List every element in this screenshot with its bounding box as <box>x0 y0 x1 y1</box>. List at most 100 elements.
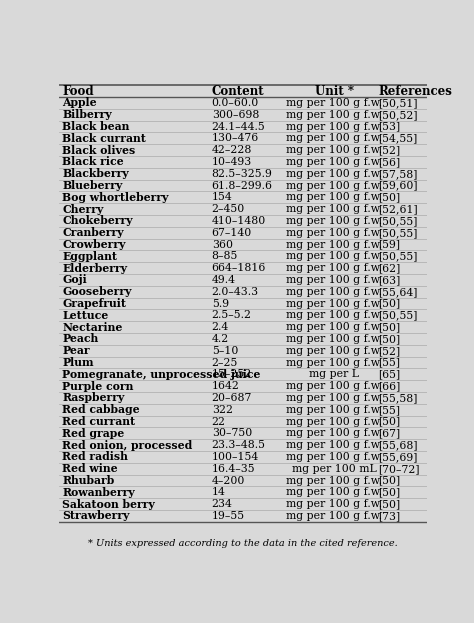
Text: [55,68]: [55,68] <box>378 440 418 450</box>
Text: Black olives: Black olives <box>62 145 136 156</box>
Text: 24.1–44.5: 24.1–44.5 <box>212 121 265 131</box>
Text: Food: Food <box>62 85 94 98</box>
Text: Chokeberry: Chokeberry <box>62 216 133 226</box>
Text: [62]: [62] <box>378 263 401 273</box>
Text: 322: 322 <box>212 405 233 415</box>
Text: 5.9: 5.9 <box>212 298 229 308</box>
Text: 1642: 1642 <box>212 381 239 391</box>
Text: 22: 22 <box>212 417 226 427</box>
Text: Blackberry: Blackberry <box>62 168 129 179</box>
Text: Red radish: Red radish <box>62 452 128 462</box>
Text: Plum: Plum <box>62 357 94 368</box>
Text: 19–55: 19–55 <box>212 511 245 521</box>
Text: [50]: [50] <box>378 475 400 485</box>
Text: [50]: [50] <box>378 298 400 308</box>
Text: mg per 100 g f.w.: mg per 100 g f.w. <box>286 452 382 462</box>
Text: Pear: Pear <box>62 345 90 356</box>
Text: Purple corn: Purple corn <box>62 381 134 392</box>
Text: Crowberry: Crowberry <box>62 239 126 250</box>
Text: 61.8–299.6: 61.8–299.6 <box>212 181 273 191</box>
Text: mg per 100 g f.w.: mg per 100 g f.w. <box>286 429 382 439</box>
Text: Red grape: Red grape <box>62 428 125 439</box>
Text: 0.0–60.0: 0.0–60.0 <box>212 98 259 108</box>
Text: [50]: [50] <box>378 499 400 509</box>
Text: Cherry: Cherry <box>62 204 103 215</box>
Text: 360: 360 <box>212 240 233 250</box>
Text: [50,55]: [50,55] <box>378 310 418 320</box>
Text: 49.4: 49.4 <box>212 275 236 285</box>
Text: 300–698: 300–698 <box>212 110 259 120</box>
Text: mg per 100 g f.w.: mg per 100 g f.w. <box>286 110 382 120</box>
Text: 2–25: 2–25 <box>212 358 238 368</box>
Text: Red currant: Red currant <box>62 416 135 427</box>
Text: [50,55]: [50,55] <box>378 216 418 226</box>
Text: mg per 100 g f.w.: mg per 100 g f.w. <box>286 240 382 250</box>
Text: mg per 100 g f.w.: mg per 100 g f.w. <box>286 98 382 108</box>
Text: 10–493: 10–493 <box>212 157 252 167</box>
Text: mg per 100 g f.w.: mg per 100 g f.w. <box>286 475 382 485</box>
Text: mg per 100 g f.w.: mg per 100 g f.w. <box>286 499 382 509</box>
Text: mg per 100 g f.w.: mg per 100 g f.w. <box>286 263 382 273</box>
Text: mg per 100 g f.w.: mg per 100 g f.w. <box>286 405 382 415</box>
Text: [50]: [50] <box>378 334 400 344</box>
Text: 42–228: 42–228 <box>212 145 252 155</box>
Text: Gooseberry: Gooseberry <box>62 286 132 297</box>
Text: 23.3–48.5: 23.3–48.5 <box>212 440 266 450</box>
Text: Bilberry: Bilberry <box>62 109 112 120</box>
Text: Strawberry: Strawberry <box>62 510 130 521</box>
Text: [59,60]: [59,60] <box>378 181 418 191</box>
Text: mg per 100 g f.w.: mg per 100 g f.w. <box>286 381 382 391</box>
Text: Lettuce: Lettuce <box>62 310 109 321</box>
Text: 410–1480: 410–1480 <box>212 216 266 226</box>
Text: [50,52]: [50,52] <box>378 110 418 120</box>
Text: mg per 100 g f.w.: mg per 100 g f.w. <box>286 228 382 238</box>
Text: mg per 100 g f.w.: mg per 100 g f.w. <box>286 204 382 214</box>
Text: [56]: [56] <box>378 157 400 167</box>
Text: Black currant: Black currant <box>62 133 146 144</box>
Text: mg per 100 g f.w.: mg per 100 g f.w. <box>286 181 382 191</box>
Text: [50,51]: [50,51] <box>378 98 418 108</box>
Text: [52]: [52] <box>378 145 400 155</box>
Text: 82.5–325.9: 82.5–325.9 <box>212 169 273 179</box>
Text: [55,69]: [55,69] <box>378 452 418 462</box>
Text: Rhubarb: Rhubarb <box>62 475 114 486</box>
Text: 16.4–35: 16.4–35 <box>212 464 255 473</box>
Text: Cranberry: Cranberry <box>62 227 124 238</box>
Text: Black bean: Black bean <box>62 121 129 132</box>
Text: [55]: [55] <box>378 358 400 368</box>
Text: mg per 100 g f.w.: mg per 100 g f.w. <box>286 346 382 356</box>
Text: mg per 100 g f.w.: mg per 100 g f.w. <box>286 121 382 131</box>
Text: mg per 100 g f.w.: mg per 100 g f.w. <box>286 169 382 179</box>
Text: Black rice: Black rice <box>62 156 124 168</box>
Text: Apple: Apple <box>62 97 97 108</box>
Text: [52,61]: [52,61] <box>378 204 418 214</box>
Text: mg per 100 g f.w.: mg per 100 g f.w. <box>286 298 382 308</box>
Text: mg per 100 g f.w.: mg per 100 g f.w. <box>286 487 382 497</box>
Text: Raspberry: Raspberry <box>62 392 125 404</box>
Text: 2.5–5.2: 2.5–5.2 <box>212 310 252 320</box>
Text: * Units expressed according to the data in the cited reference.: * Units expressed according to the data … <box>88 540 398 548</box>
Text: 234: 234 <box>212 499 233 509</box>
Text: [52]: [52] <box>378 346 400 356</box>
Text: [63]: [63] <box>378 275 401 285</box>
Text: 2.0–43.3: 2.0–43.3 <box>212 287 259 297</box>
Text: [50]: [50] <box>378 322 400 332</box>
Text: 67–140: 67–140 <box>212 228 252 238</box>
Text: [70–72]: [70–72] <box>378 464 419 473</box>
Text: Red wine: Red wine <box>62 464 118 474</box>
Text: 8–85: 8–85 <box>212 251 238 262</box>
Text: [55,64]: [55,64] <box>378 287 418 297</box>
Text: [65]: [65] <box>378 369 400 379</box>
Text: mg per 100 g f.w.: mg per 100 g f.w. <box>286 216 382 226</box>
Text: 2–450: 2–450 <box>212 204 245 214</box>
Text: 30–750: 30–750 <box>212 429 252 439</box>
Text: Bog whortleberry: Bog whortleberry <box>62 192 169 203</box>
Text: mg per 100 g f.w.: mg per 100 g f.w. <box>286 157 382 167</box>
Text: 4–200: 4–200 <box>212 475 245 485</box>
Text: mg per 100 g f.w.: mg per 100 g f.w. <box>286 511 382 521</box>
Text: [67]: [67] <box>378 429 400 439</box>
Text: mg per 100 g f.w.: mg per 100 g f.w. <box>286 322 382 332</box>
Text: mg per 100 g f.w.: mg per 100 g f.w. <box>286 417 382 427</box>
Text: mg per 100 g f.w.: mg per 100 g f.w. <box>286 310 382 320</box>
Text: 20–687: 20–687 <box>212 393 252 403</box>
